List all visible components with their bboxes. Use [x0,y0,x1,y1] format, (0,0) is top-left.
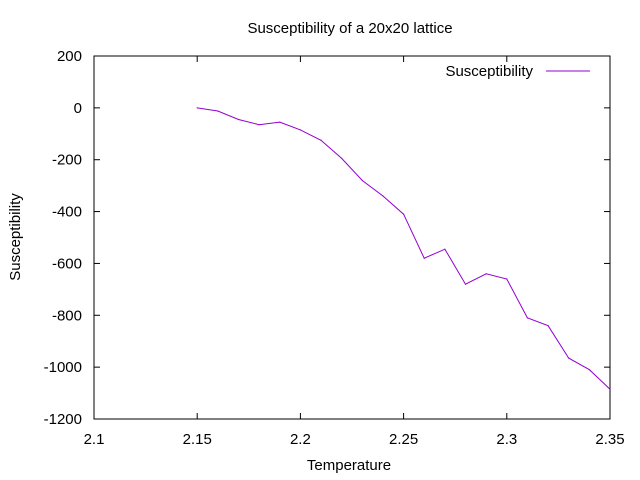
x-axis-label: Temperature [307,457,391,474]
data-point [279,121,281,123]
y-tick-label: -1200 [44,411,82,428]
data-point [237,118,240,121]
y-tick-label: -800 [52,307,82,324]
data-point [299,129,301,131]
data-point [403,213,405,215]
plot-area [93,55,611,420]
x-tick-label: 2.25 [389,431,418,448]
data-point [588,369,590,371]
series-layer [196,107,611,390]
data-point [258,124,260,126]
data-point [609,388,611,390]
y-tick-label: 0 [74,100,82,117]
chart-title: Susceptibility of a 20x20 lattice [247,20,452,37]
data-point [568,357,570,359]
x-tick-label: 2.15 [183,431,212,448]
series-line [197,107,611,390]
data-point [464,283,467,285]
data-point [423,257,425,259]
y-tick-label: -1000 [44,359,82,376]
y-tick-label: -600 [52,255,82,272]
data-point [526,317,529,319]
x-tick-label: 2.35 [595,431,624,448]
x-tick-label: 2.3 [496,431,517,448]
axis-ticks: 2.1 2.15 2.2 2.25 2.3 2.35 -1200 -1000 -800 -600 -… [44,48,625,448]
data-point [361,179,363,182]
y-tick-label: -200 [52,152,82,169]
legend: Susceptibility [445,63,590,80]
data-point [382,195,384,197]
data-point [217,110,219,112]
y-tick-label: -400 [52,204,82,221]
x-tick-label: 2.2 [290,431,311,448]
data-point [196,107,198,109]
y-tick-label: 200 [57,48,82,65]
data-point [444,248,446,250]
y-axis-label: Susceptibility [7,193,24,281]
data-point [485,273,487,275]
x-tick-label: 2.1 [84,431,105,448]
data-point [547,325,549,327]
data-point [506,278,508,280]
data-point [320,139,322,141]
legend-label: Susceptibility [445,63,533,80]
data-point [341,157,343,160]
